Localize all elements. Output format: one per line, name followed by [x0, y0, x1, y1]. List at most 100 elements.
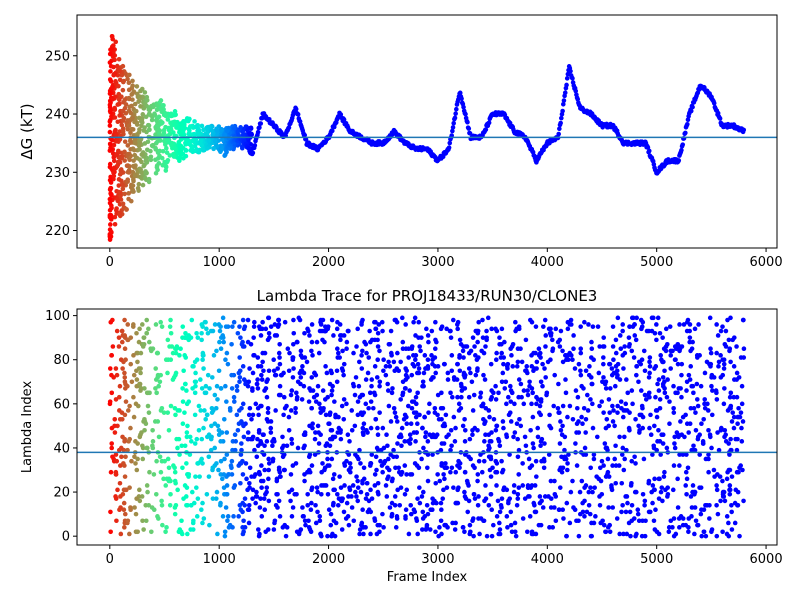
data-point — [129, 458, 134, 464]
data-point — [451, 414, 457, 420]
data-point — [172, 469, 178, 475]
data-point — [715, 430, 720, 435]
data-point — [675, 390, 680, 396]
data-point — [619, 480, 625, 486]
data-point — [515, 491, 521, 497]
data-point — [414, 518, 420, 524]
data-point — [226, 472, 232, 477]
data-point — [415, 361, 421, 367]
data-point — [668, 366, 673, 371]
data-point — [263, 326, 269, 332]
data-point — [127, 157, 132, 163]
data-point — [127, 436, 132, 442]
data-point — [552, 505, 557, 510]
data-point — [113, 39, 119, 45]
data-point — [450, 394, 455, 400]
data-point — [576, 533, 582, 539]
data-point — [355, 498, 361, 504]
data-point — [266, 461, 272, 466]
data-point — [605, 456, 611, 462]
data-point — [130, 183, 136, 188]
data-point — [172, 505, 178, 510]
data-point — [193, 379, 199, 385]
data-point — [276, 498, 282, 504]
data-point — [157, 454, 163, 460]
data-point — [329, 370, 334, 376]
data-point — [251, 324, 257, 329]
data-point — [565, 326, 571, 332]
data-point — [557, 467, 562, 473]
data-point — [245, 127, 250, 133]
data-point — [716, 364, 721, 369]
data-point — [671, 405, 676, 411]
data-point — [153, 147, 159, 152]
data-point — [413, 410, 419, 415]
data-point — [301, 383, 307, 389]
data-point — [440, 496, 446, 501]
data-point — [206, 454, 212, 460]
data-point — [221, 416, 227, 422]
data-point — [483, 483, 488, 488]
data-point — [629, 458, 635, 464]
data-point — [716, 359, 722, 365]
data-point — [642, 533, 648, 539]
data-point — [172, 511, 178, 517]
data-point — [142, 141, 148, 146]
data-point — [714, 487, 720, 493]
data-point — [625, 500, 630, 506]
data-point — [263, 529, 269, 535]
data-point — [721, 489, 727, 495]
data-point — [424, 502, 430, 508]
data-point — [198, 458, 203, 464]
data-point — [584, 509, 590, 515]
data-point — [508, 419, 514, 424]
data-point — [252, 319, 257, 325]
data-point — [459, 394, 464, 400]
data-point — [119, 328, 125, 334]
data-point — [504, 432, 509, 438]
y-tick-label: 100 — [45, 309, 70, 324]
data-point — [112, 71, 117, 77]
x-tick-label: 0 — [106, 552, 114, 567]
data-point — [430, 500, 436, 506]
data-point — [201, 366, 206, 371]
data-point — [633, 533, 638, 539]
data-point — [115, 119, 121, 125]
data-point — [601, 361, 606, 367]
data-point — [688, 108, 694, 114]
data-point — [183, 330, 188, 336]
data-point — [589, 346, 595, 352]
data-point — [417, 500, 423, 506]
data-point — [126, 80, 132, 86]
data-point — [499, 496, 505, 501]
data-point — [646, 148, 652, 154]
data-point — [108, 100, 113, 105]
data-point — [237, 408, 242, 413]
data-point — [223, 383, 228, 389]
data-point — [678, 419, 683, 424]
data-point — [360, 425, 366, 431]
data-point — [313, 372, 319, 378]
data-point — [155, 167, 160, 173]
data-point — [122, 436, 128, 442]
x-tick-label: 3000 — [421, 552, 454, 567]
data-point — [165, 157, 171, 163]
data-point — [216, 467, 221, 473]
data-point — [684, 491, 689, 497]
data-point — [262, 507, 268, 513]
data-point — [375, 337, 380, 343]
data-point — [129, 379, 135, 385]
data-point — [508, 522, 514, 528]
data-point — [649, 315, 655, 321]
data-point — [144, 483, 150, 488]
data-point — [110, 454, 115, 460]
data-point — [238, 461, 244, 466]
data-point — [603, 474, 609, 479]
data-point — [341, 117, 347, 122]
data-point — [189, 489, 195, 495]
data-point — [438, 447, 444, 453]
data-point — [199, 507, 204, 513]
data-point — [180, 399, 186, 404]
data-point — [468, 348, 474, 354]
data-point — [140, 456, 146, 462]
